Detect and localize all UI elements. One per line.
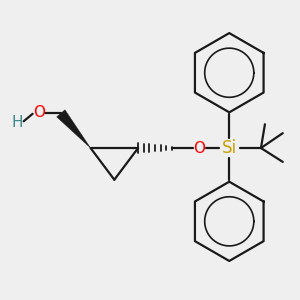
- Text: O: O: [194, 140, 206, 155]
- Text: H: H: [11, 115, 23, 130]
- Text: O: O: [33, 105, 45, 120]
- Text: Si: Si: [222, 139, 237, 157]
- Polygon shape: [57, 110, 91, 148]
